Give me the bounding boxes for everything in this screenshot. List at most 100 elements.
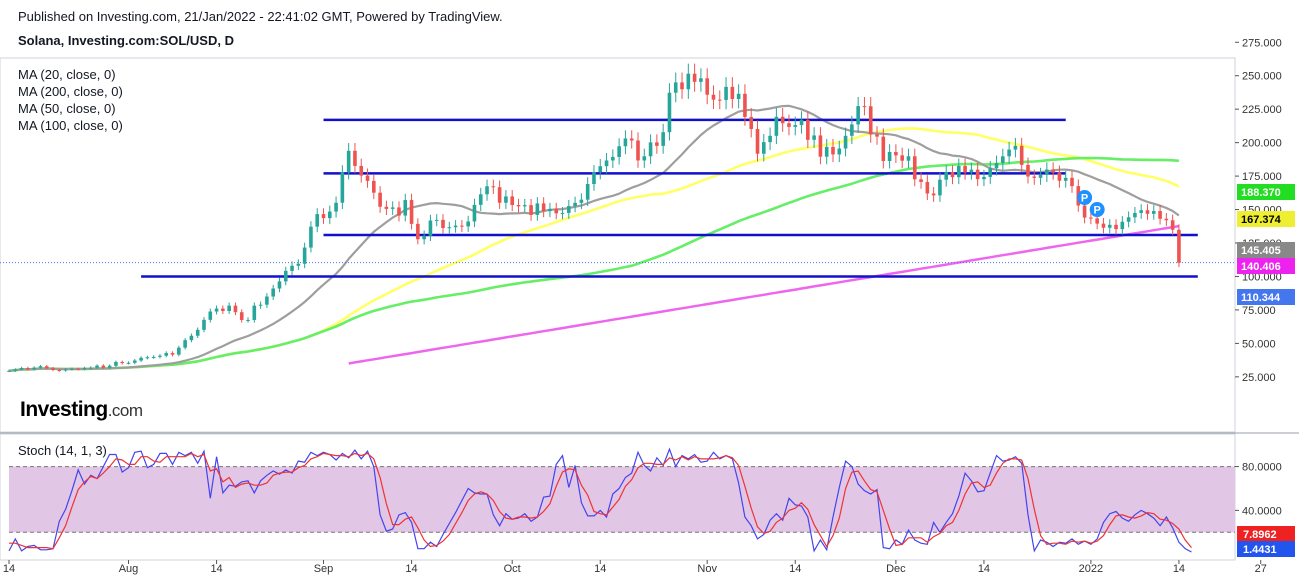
candle-body[interactable] [686,73,691,90]
candle-body[interactable] [818,135,823,157]
candle-body[interactable] [239,312,244,320]
candle-body[interactable] [114,361,118,366]
candle-body[interactable] [529,205,533,215]
candle-body[interactable] [44,366,49,369]
candle-body[interactable] [1038,174,1043,178]
candle-body[interactable] [548,208,552,212]
candle-body[interactable] [63,369,68,371]
legend-ma20[interactable]: MA (20, close, 0) [18,67,116,82]
candle-body[interactable] [133,360,137,363]
candle-body[interactable] [522,205,527,207]
candle-body[interactable] [1158,211,1162,219]
candle-body[interactable] [283,270,288,282]
candle-body[interactable] [38,366,43,368]
candle-body[interactable] [1063,177,1068,181]
stoch-legend[interactable]: Stoch (14, 1, 3) [18,443,107,458]
candle-body[interactable] [994,162,999,169]
candle-body[interactable] [717,99,722,101]
candle-body[interactable] [554,208,559,214]
candle-body[interactable] [1001,156,1005,163]
candle-body[interactable] [604,160,609,167]
candle-body[interactable] [82,368,87,370]
candle-body[interactable] [956,165,961,178]
candle-body[interactable] [1126,217,1131,222]
candle-body[interactable] [32,367,36,370]
candle-body[interactable] [26,368,30,370]
candle-body[interactable] [151,356,156,358]
candle-body[interactable] [793,125,798,127]
candle-body[interactable] [1120,221,1125,230]
candle-body[interactable] [101,365,106,368]
candle-body[interactable] [516,205,521,207]
candle-body[interactable] [1019,145,1024,165]
candle-body[interactable] [567,206,571,213]
candle-body[interactable] [1045,169,1049,175]
candle-body[interactable] [592,172,596,184]
candle-body[interactable] [850,124,854,136]
candle-body[interactable] [145,357,150,359]
candle-body[interactable] [19,368,24,370]
candle-body[interactable] [340,172,345,203]
candle-body[interactable] [938,179,942,196]
candle-body[interactable] [296,263,301,266]
candle-body[interactable] [233,305,238,313]
candle-body[interactable] [868,106,873,135]
legend-ma200[interactable]: MA (200, close, 0) [18,84,123,99]
candle-body[interactable] [1095,218,1099,224]
candle-body[interactable] [1082,205,1087,218]
candle-body[interactable] [57,370,62,372]
candle-body[interactable] [422,235,426,240]
candle-body[interactable] [982,176,986,180]
candle-body[interactable] [510,196,514,206]
candle-body[interactable] [1032,176,1037,178]
candle-body[interactable] [824,146,829,157]
candle-body[interactable] [975,169,980,180]
candle-body[interactable] [126,362,131,364]
candle-body[interactable] [900,155,904,161]
candle-body[interactable] [202,319,206,330]
candle-body[interactable] [409,200,414,224]
candle-body[interactable] [711,94,716,100]
candle-body[interactable] [623,138,628,147]
candle-body[interactable] [214,308,219,312]
candle-body[interactable] [1139,210,1143,213]
candle-body[interactable] [692,73,697,82]
candle-body[interactable] [655,142,659,146]
candle-body[interactable] [736,93,741,100]
candle-body[interactable] [189,335,194,341]
candle-body[interactable] [95,365,99,368]
candle-body[interactable] [265,296,269,305]
candle-body[interactable] [183,340,187,348]
candle-body[interactable] [428,220,433,236]
candle-body[interactable] [699,78,703,82]
candle-body[interactable] [277,281,282,289]
candle-body[interactable] [705,78,709,95]
candle-body[interactable] [353,150,357,166]
candle-body[interactable] [749,116,754,129]
candle-body[interactable] [673,82,678,93]
candle-body[interactable] [246,319,250,321]
candle-body[interactable] [963,165,967,173]
candle-body[interactable] [611,156,615,161]
candle-body[interactable] [447,227,452,229]
candle-body[interactable] [460,225,464,227]
candle-body[interactable] [1101,223,1106,228]
candle-body[interactable] [762,142,766,154]
candle-body[interactable] [13,369,18,371]
candle-body[interactable] [774,116,779,136]
candle-body[interactable] [441,219,445,229]
candle-body[interactable] [76,368,80,370]
candle-body[interactable] [837,148,842,155]
candle-body[interactable] [485,186,489,195]
candle-body[interactable] [120,361,125,364]
candle-body[interactable] [541,203,546,212]
candle-body[interactable] [806,119,810,140]
candle-body[interactable] [315,214,320,227]
candle-body[interactable] [768,135,772,143]
candle-body[interactable] [881,136,886,161]
candle-body[interactable] [560,212,565,214]
candle-body[interactable] [931,193,936,196]
candle-body[interactable] [787,123,791,127]
candle-body[interactable] [403,200,408,216]
